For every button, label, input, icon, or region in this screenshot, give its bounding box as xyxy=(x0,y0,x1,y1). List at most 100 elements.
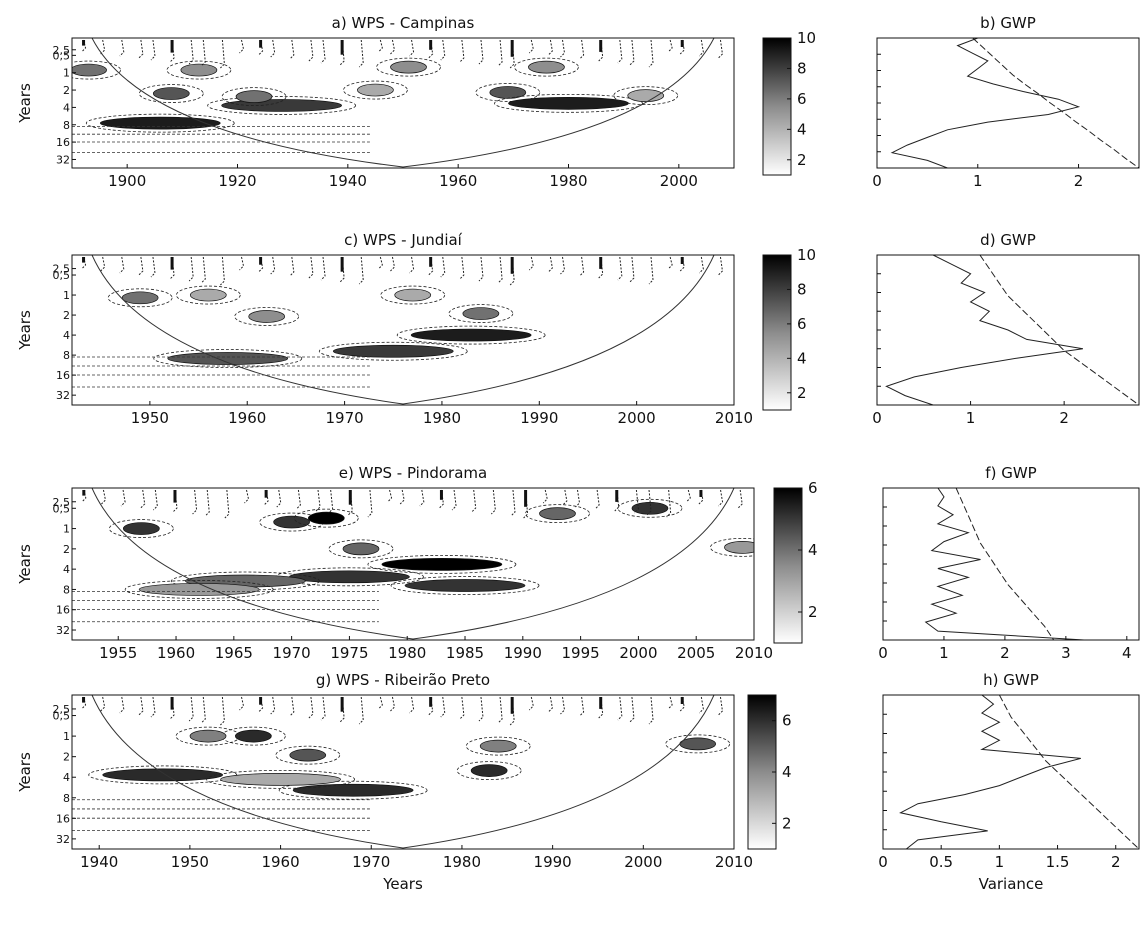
noise-peak xyxy=(599,40,603,52)
y-tick-label: 2,5 xyxy=(53,44,71,57)
y-tick-label: 0,5 xyxy=(53,49,71,62)
y-tick-label: 4 xyxy=(63,329,70,342)
plot-frame xyxy=(882,487,1140,641)
noise-contour xyxy=(718,256,723,276)
noise-contour xyxy=(490,489,496,515)
noise-contour xyxy=(138,696,144,716)
contour-line xyxy=(166,60,232,80)
power-blob xyxy=(189,729,227,743)
noise-contour xyxy=(358,39,364,68)
power-blob xyxy=(332,344,454,358)
noise-contour xyxy=(459,696,465,720)
noise-contour xyxy=(634,489,639,514)
x-tick-label: 0.5 xyxy=(929,853,953,871)
significance-line xyxy=(998,695,1139,849)
colorbar-label: 8 xyxy=(797,280,807,298)
noise-contour xyxy=(459,256,465,280)
x-tick-label: 1990 xyxy=(504,644,542,662)
plot-frame xyxy=(876,37,1140,169)
contour-line xyxy=(617,498,683,518)
noise-contour xyxy=(315,489,321,512)
contour-line xyxy=(206,769,355,789)
noise-contour xyxy=(497,696,503,724)
power-blob xyxy=(273,515,310,529)
noise-peak xyxy=(680,257,684,264)
y-tick-label: 8 xyxy=(63,792,70,805)
colorbar-label: 6 xyxy=(782,712,792,730)
contour-line xyxy=(376,57,441,77)
y-tick-label: 2 xyxy=(63,309,70,322)
noise-peak xyxy=(510,697,514,714)
noise-contour xyxy=(150,256,156,278)
noise-contour xyxy=(358,256,364,285)
noise-contour xyxy=(377,256,383,270)
plot-area xyxy=(72,695,731,849)
x-tick-label: 0 xyxy=(872,409,882,427)
noise-contour xyxy=(478,256,484,282)
noise-contour xyxy=(81,39,87,53)
contour-line xyxy=(328,539,394,559)
noise-peak xyxy=(524,490,528,507)
noise-contour xyxy=(718,39,723,59)
noise-contour xyxy=(377,696,383,710)
y-tick-label: 16 xyxy=(56,812,70,825)
contour-line xyxy=(293,508,359,528)
y-tick-label: 32 xyxy=(56,389,70,402)
contour-line xyxy=(525,504,590,524)
colorbar-label: 10 xyxy=(797,246,816,264)
wps-panel-6: g) WPS - Ribeirão Preto 2,50,5 1 2 4 8 16 32 194… xyxy=(16,671,792,893)
noise-contour xyxy=(528,39,534,54)
power-blob xyxy=(121,291,159,305)
x-tick-label: 1985 xyxy=(446,644,484,662)
x-tick-label: 3 xyxy=(1061,644,1071,662)
contour-line xyxy=(138,84,204,103)
x-tick-label: 1970 xyxy=(352,853,390,871)
contour-line xyxy=(456,761,522,781)
x-tick-label: 1.5 xyxy=(1046,853,1070,871)
noise-contour xyxy=(718,489,724,507)
contour-line xyxy=(390,576,540,595)
y-axis-title: Years xyxy=(16,310,34,351)
x-tick-label: 2005 xyxy=(677,644,715,662)
noise-contour xyxy=(646,489,652,516)
y-tick-label: 32 xyxy=(56,153,70,166)
contour-line xyxy=(234,307,300,326)
x-tick-label: 1970 xyxy=(273,644,311,662)
power-blob xyxy=(394,288,432,302)
power-blob xyxy=(410,328,532,342)
plot-area xyxy=(72,255,723,405)
plot-frame xyxy=(71,254,735,406)
noise-peak xyxy=(340,40,344,55)
noise-peak xyxy=(348,490,352,505)
colorbar-label: 8 xyxy=(797,59,807,77)
noise-contour xyxy=(440,39,446,61)
y-tick-label: 2,5 xyxy=(53,703,71,716)
noise-contour xyxy=(152,489,158,511)
gwp-panel-5: f) GWP 0 1 2 3 4 xyxy=(878,464,1140,662)
x-tick-label: 2 xyxy=(1000,644,1010,662)
colorbar-label: 6 xyxy=(808,479,818,497)
noise-peak xyxy=(680,697,684,704)
noise-contour xyxy=(119,696,125,714)
noise-contour xyxy=(560,256,566,275)
noise-contour xyxy=(440,696,446,718)
noise-peak xyxy=(170,697,174,710)
noise-peak xyxy=(82,490,86,496)
noise-contour xyxy=(698,696,704,714)
contour-line xyxy=(465,736,531,756)
panel-title: e) WPS - Pindorama xyxy=(339,464,487,482)
contour-line xyxy=(494,93,643,113)
noise-contour xyxy=(204,489,210,517)
x-tick-label: 1 xyxy=(939,644,949,662)
noise-contour xyxy=(270,256,276,275)
noise-contour xyxy=(328,489,334,514)
x-tick-label: 2000 xyxy=(660,172,698,190)
colorbar-label: 6 xyxy=(797,90,807,108)
noise-contour xyxy=(629,696,635,723)
y-tick-label: 4 xyxy=(63,771,70,784)
x-tick-label: 1 xyxy=(973,172,983,190)
noise-contour xyxy=(579,39,585,60)
colorbar-label: 4 xyxy=(808,541,818,559)
noise-contour xyxy=(100,39,106,55)
noise-contour xyxy=(617,256,623,281)
